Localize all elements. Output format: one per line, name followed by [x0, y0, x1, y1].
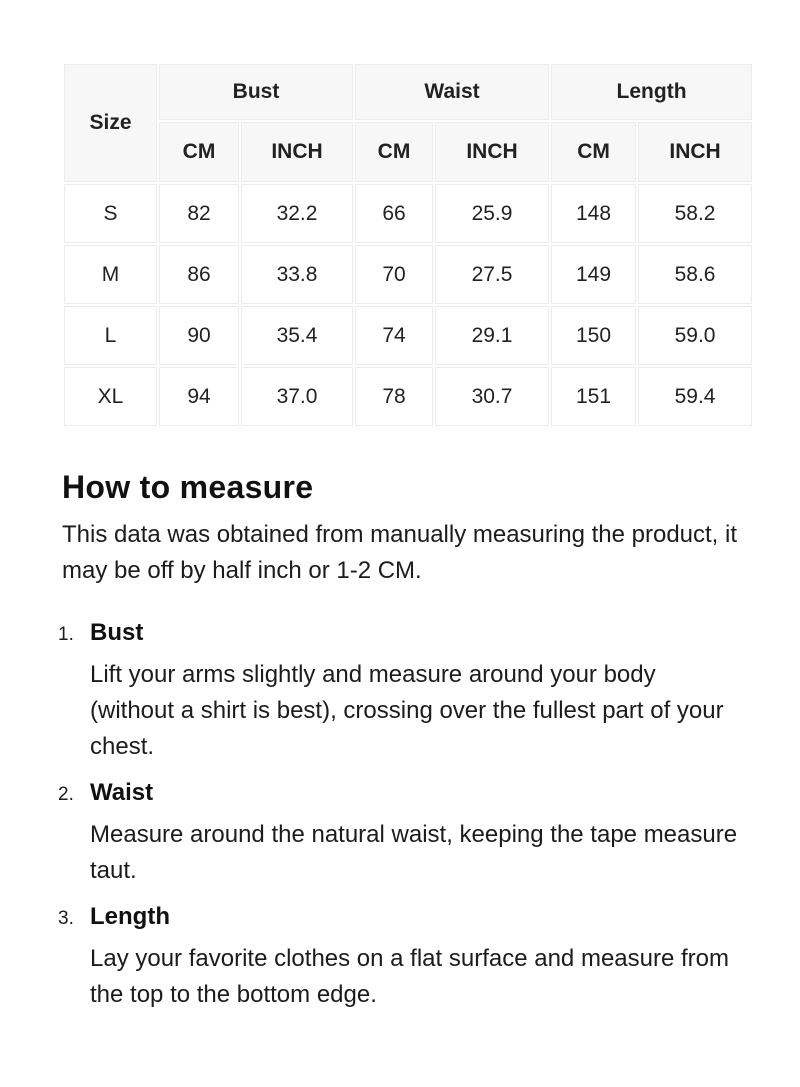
step-description: Lay your favorite clothes on a flat surf… [90, 945, 729, 1008]
length-inch-cell: 58.6 [638, 245, 753, 304]
waist-inch-cell: 25.9 [435, 184, 550, 243]
length-cm-cell: 149 [551, 245, 637, 304]
table-row: M 86 33.8 70 27.5 149 58.6 [64, 245, 753, 304]
step-number: 2. [58, 784, 74, 805]
step-number: 1. [58, 624, 74, 645]
unit-header-length-cm: CM [551, 122, 637, 182]
unit-header-bust-cm: CM [159, 122, 239, 182]
step-body: Bust Lift your arms slightly and measure… [90, 615, 738, 765]
step-body: Length Lay your favorite clothes on a fl… [90, 899, 738, 1013]
length-inch-cell: 58.2 [638, 184, 753, 243]
bust-inch-cell: 33.8 [241, 245, 354, 304]
bust-cm-cell: 82 [159, 184, 239, 243]
waist-cm-cell: 70 [355, 245, 434, 304]
bust-cm-cell: 94 [159, 367, 239, 426]
unit-header-waist-cm: CM [355, 122, 434, 182]
bust-cm-cell: 90 [159, 306, 239, 365]
size-cell: L [64, 306, 157, 365]
step-title: Length [90, 903, 170, 930]
length-inch-cell: 59.4 [638, 367, 753, 426]
length-cm-cell: 150 [551, 306, 637, 365]
waist-inch-cell: 29.1 [435, 306, 550, 365]
measure-step-bust: 1. Bust Lift your arms slightly and meas… [58, 615, 738, 765]
unit-header-bust-inch: INCH [241, 122, 354, 182]
size-guide-page: Size Bust Waist Length CM INCH CM INCH C… [58, 62, 754, 1053]
table-header-group-row: Size Bust Waist Length [64, 64, 753, 182]
measure-intro-text: This data was obtained from manually mea… [62, 521, 738, 584]
table-header-unit-row: CM INCH CM INCH CM INCH [64, 122, 753, 182]
step-description: Measure around the natural waist, keepin… [90, 821, 738, 884]
bust-cm-cell: 86 [159, 245, 239, 304]
size-cell: S [64, 184, 157, 243]
table-row: XL 94 37.0 78 30.7 151 59.4 [64, 367, 753, 426]
step-number: 3. [58, 908, 74, 929]
waist-inch-cell: 30.7 [435, 367, 550, 426]
size-cell: XL [64, 367, 157, 426]
unit-header-length-inch: INCH [638, 122, 753, 182]
column-group-length: Length [551, 64, 753, 120]
waist-cm-cell: 74 [355, 306, 434, 365]
bust-inch-cell: 37.0 [241, 367, 354, 426]
waist-inch-cell: 27.5 [435, 245, 550, 304]
table-row: L 90 35.4 74 29.1 150 59.0 [64, 306, 753, 365]
length-cm-cell: 148 [551, 184, 637, 243]
waist-cm-cell: 78 [355, 367, 434, 426]
table-row: S 82 32.2 66 25.9 148 58.2 [64, 184, 753, 243]
step-title: Waist [90, 779, 154, 806]
how-to-measure-title: How to measure [62, 469, 314, 505]
measure-step-waist: 2. Waist Measure around the natural wais… [58, 775, 738, 889]
length-cm-cell: 151 [551, 367, 637, 426]
bust-inch-cell: 35.4 [241, 306, 354, 365]
bust-inch-cell: 32.2 [241, 184, 354, 243]
measure-step-length: 3. Length Lay your favorite clothes on a… [58, 899, 738, 1013]
step-title: Bust [90, 619, 144, 646]
step-description: Lift your arms slightly and measure arou… [90, 661, 724, 760]
unit-header-waist-inch: INCH [435, 122, 550, 182]
waist-cm-cell: 66 [355, 184, 434, 243]
column-group-waist: Waist [355, 64, 550, 120]
step-body: Waist Measure around the natural waist, … [90, 775, 738, 889]
column-header-size: Size [64, 64, 157, 182]
length-inch-cell: 59.0 [638, 306, 753, 365]
size-cell: M [64, 245, 157, 304]
measure-steps-list: 1. Bust Lift your arms slightly and meas… [58, 615, 738, 1053]
column-group-bust: Bust [159, 64, 354, 120]
size-chart-table: Size Bust Waist Length CM INCH CM INCH C… [62, 62, 754, 428]
